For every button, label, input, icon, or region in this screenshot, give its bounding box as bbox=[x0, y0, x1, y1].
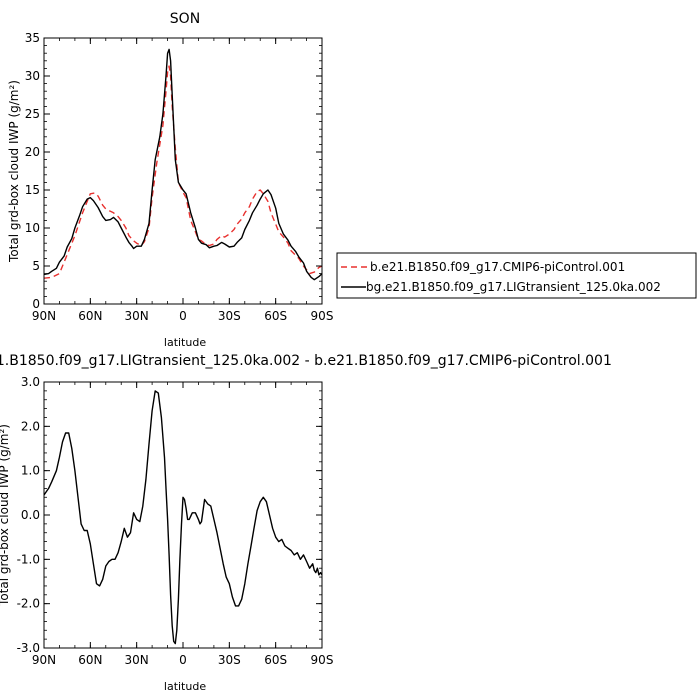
top-series-line-0 bbox=[44, 65, 322, 279]
bottom-xtick-label: 30N bbox=[125, 653, 149, 667]
top-chart-title: SON bbox=[170, 11, 200, 27]
top-xtick-label: 0 bbox=[179, 309, 187, 323]
bottom-xtick-label: 60S bbox=[264, 653, 287, 667]
top-ytick-label: 15 bbox=[25, 183, 40, 197]
top-ytick-label: 5 bbox=[32, 259, 40, 273]
bottom-ytick-label: -2.0 bbox=[17, 597, 40, 611]
bottom-chart: bg.e21.B1850.f09_g17.LIGtransient_125.0k… bbox=[0, 353, 612, 693]
top-series-group bbox=[44, 48, 322, 281]
legend-label-LIGtransient: bg.e21.B1850.f09_g17.LIGtransient_125.0k… bbox=[366, 280, 661, 294]
top-xtick-label: 60N bbox=[78, 309, 102, 323]
bottom-xtick-label: 30S bbox=[218, 653, 241, 667]
bottom-chart-title: bg.e21.B1850.f09_g17.LIGtransient_125.0k… bbox=[0, 353, 612, 369]
bottom-chart-ylabel: Total grd-box cloud IWP (g/m²) bbox=[0, 424, 11, 607]
bottom-ytick-label: 2.0 bbox=[21, 419, 40, 433]
legend-box bbox=[336, 252, 697, 299]
top-xtick-label: 90S bbox=[311, 309, 334, 323]
legend: b.e21.B1850.f09_g17.CMIP6-piControl.001 … bbox=[336, 252, 697, 299]
bottom-ytick-label: 3.0 bbox=[21, 375, 40, 389]
bottom-xtick-label: 60N bbox=[78, 653, 102, 667]
top-ytick-label: 25 bbox=[25, 107, 40, 121]
top-series-line-1 bbox=[44, 48, 322, 281]
legend-label-piControl: b.e21.B1850.f09_g17.CMIP6-piControl.001 bbox=[370, 260, 625, 274]
top-y-axis: 0 5 10 15 20 25 30 35 bbox=[25, 31, 322, 311]
top-plot-frame bbox=[43, 37, 323, 305]
bottom-y-axis: -3.0 -2.0 -1.0 0.0 1.0 2.0 3.0 bbox=[17, 375, 322, 655]
top-ytick-label: 20 bbox=[25, 145, 40, 159]
bottom-series-line-0 bbox=[44, 390, 322, 645]
top-x-axis: 90N 60N 30N 0 30S 60S 90S bbox=[32, 38, 334, 323]
top-xtick-label: 60S bbox=[264, 309, 287, 323]
top-xtick-label: 30N bbox=[125, 309, 149, 323]
bottom-ytick-label: -3.0 bbox=[17, 641, 40, 655]
top-ytick-label: 35 bbox=[25, 31, 40, 45]
bottom-plot-frame bbox=[43, 381, 323, 649]
top-xtick-label: 90N bbox=[32, 309, 56, 323]
top-ytick-label: 10 bbox=[25, 221, 40, 235]
top-ytick-label: 30 bbox=[25, 69, 40, 83]
bottom-ytick-label: 1.0 bbox=[21, 464, 40, 478]
bottom-ytick-label: -1.0 bbox=[17, 552, 40, 566]
bottom-xtick-label: 90S bbox=[311, 653, 334, 667]
top-xtick-label: 30S bbox=[218, 309, 241, 323]
bottom-chart-xlabel: latitude bbox=[164, 680, 206, 693]
bottom-xtick-label: 90N bbox=[32, 653, 56, 667]
top-chart: SON Total grd-box cloud IWP (g/m²) latit… bbox=[7, 11, 333, 349]
top-chart-xlabel: latitude bbox=[164, 336, 206, 349]
bottom-xtick-label: 0 bbox=[179, 653, 187, 667]
top-ytick-label: 0 bbox=[32, 297, 40, 311]
bottom-ytick-label: 0.0 bbox=[21, 508, 40, 522]
bottom-x-axis: 90N 60N 30N 0 30S 60S 90S bbox=[32, 382, 334, 667]
bottom-series-group bbox=[44, 390, 322, 645]
top-chart-ylabel: Total grd-box cloud IWP (g/m²) bbox=[7, 80, 21, 263]
